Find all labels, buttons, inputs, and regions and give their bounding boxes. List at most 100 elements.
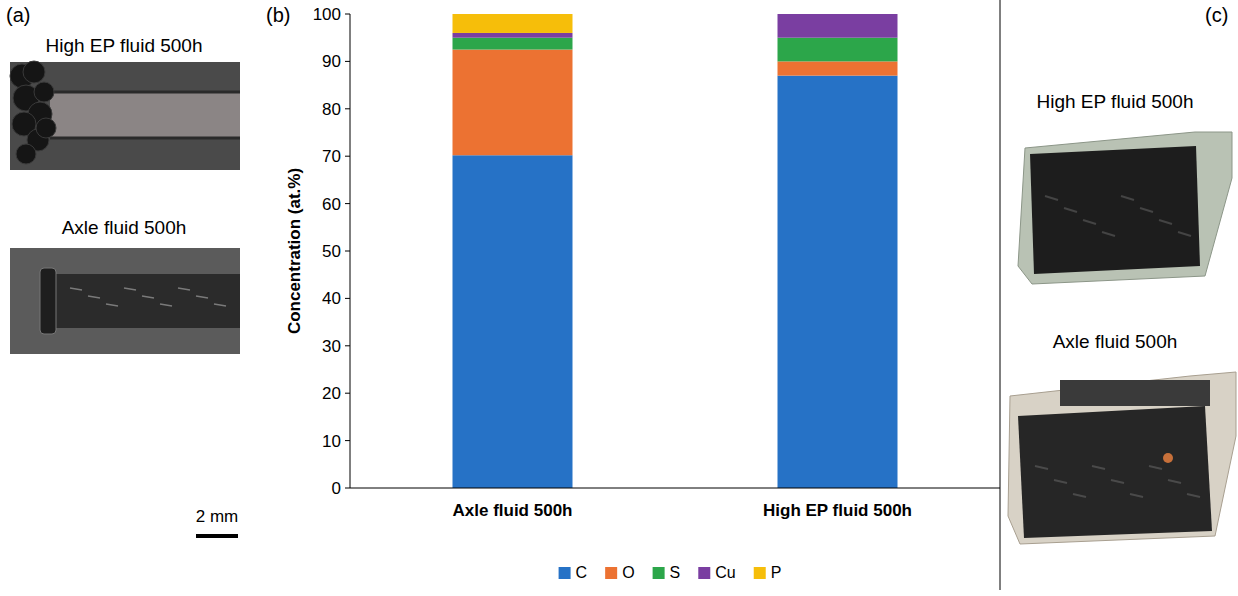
tick-label: 10 (322, 432, 341, 451)
wire-edge (50, 91, 240, 94)
texture (1111, 480, 1124, 483)
legend-item: S (653, 564, 681, 581)
tick-mark (345, 393, 350, 394)
cross-section (1030, 146, 1200, 274)
tick-label: 70 (322, 147, 341, 166)
texture (214, 304, 226, 306)
tick-mark (345, 156, 350, 157)
bar-segment (778, 38, 898, 62)
texture (1064, 208, 1077, 212)
wire-body (1008, 372, 1236, 544)
texture (1159, 220, 1172, 224)
bar-segment (453, 38, 573, 50)
texture (1140, 208, 1153, 212)
legend-label: P (771, 564, 782, 581)
legend-item: O (605, 564, 634, 581)
cross-section (1018, 406, 1212, 538)
tick-mark (345, 298, 350, 299)
axis-title: Concentration (at.%) (285, 168, 304, 334)
tick-mark (345, 345, 350, 346)
wire (52, 274, 240, 328)
legend-label: S (670, 564, 681, 581)
deposit (36, 118, 56, 138)
panel-border (1000, 0, 1001, 590)
copper-spot (1163, 453, 1173, 463)
scale-bar (196, 534, 238, 538)
tick-label: 0 (332, 479, 341, 498)
texture (160, 304, 172, 306)
panel-letter: (c) (1205, 4, 1228, 26)
texture (1102, 232, 1115, 236)
tick-mark (345, 488, 350, 489)
bar-segment (778, 14, 898, 15)
texture (142, 296, 154, 298)
texture (70, 288, 82, 290)
legend-item: P (754, 564, 782, 581)
photo (1008, 372, 1236, 544)
texture (1083, 220, 1096, 224)
texture (1092, 466, 1105, 469)
texture (88, 296, 100, 298)
y-axis-line (350, 14, 351, 488)
wire (50, 92, 240, 138)
texture (1054, 480, 1067, 483)
photo-background (10, 62, 240, 170)
photo (1018, 132, 1232, 284)
tick-label: 80 (322, 100, 341, 119)
tick-label: 90 (322, 52, 341, 71)
texture (124, 288, 136, 290)
texture (1121, 196, 1134, 200)
tick-mark (345, 108, 350, 109)
panel-letter: (b) (266, 4, 290, 26)
texture (1187, 494, 1200, 497)
wire-end (40, 268, 56, 334)
legend-swatch (559, 567, 571, 579)
x-axis-line (350, 488, 1000, 489)
tick-mark (345, 251, 350, 252)
legend-item: Cu (698, 564, 735, 581)
tick-label: 60 (322, 195, 341, 214)
category-label: Axle fluid 500h (453, 501, 573, 520)
wire-body (1018, 132, 1232, 284)
photo (10, 248, 240, 354)
wire-edge (50, 137, 240, 140)
texture (1130, 494, 1143, 497)
tick-label: 50 (322, 242, 341, 261)
bar-segment (453, 14, 573, 33)
y-axis: 0102030405060708090100 (313, 5, 350, 498)
figure: (a) High EP fluid 500h Axle fluid 500h 2 mm… (0, 0, 1238, 596)
deposit (23, 61, 45, 83)
bar-segment (778, 14, 898, 38)
texture (1073, 494, 1086, 497)
image-label: High EP fluid 500h (45, 35, 202, 56)
photo (10, 61, 240, 170)
legend-label: O (622, 564, 634, 581)
texture (1149, 466, 1162, 469)
texture (1035, 466, 1048, 469)
legend-label: C (576, 564, 588, 581)
photo-background (10, 248, 240, 354)
bar-segment (778, 76, 898, 488)
panel-letter: (a) (6, 4, 30, 26)
tick-mark (345, 61, 350, 62)
deposit (16, 144, 36, 164)
texture (1045, 196, 1058, 200)
legend-swatch (754, 567, 766, 579)
legend-label: Cu (715, 564, 735, 581)
bar-segment (453, 155, 573, 488)
texture (106, 304, 118, 306)
image-label: Axle fluid 500h (1053, 331, 1178, 352)
legend-swatch (653, 567, 665, 579)
texture (178, 288, 190, 290)
tick-label: 20 (322, 384, 341, 403)
scale-bar-label: 2 mm (196, 507, 239, 526)
tick-label: 30 (322, 337, 341, 356)
tick-mark (345, 14, 350, 15)
tick-label: 40 (322, 289, 341, 308)
texture (1178, 232, 1191, 236)
deposit (34, 82, 54, 102)
texture (196, 296, 208, 298)
image-label: Axle fluid 500h (62, 217, 187, 238)
bar-segment (778, 61, 898, 75)
image-label: High EP fluid 500h (1036, 91, 1193, 112)
